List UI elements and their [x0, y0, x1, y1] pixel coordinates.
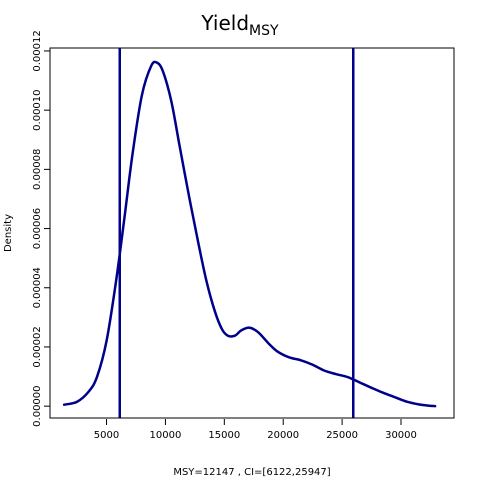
y-tick-label: 0.00004 — [32, 267, 43, 308]
x-tick-label: 30000 — [385, 430, 417, 441]
x-tick-label: 25000 — [326, 430, 358, 441]
chart-title: YieldMSY — [200, 11, 279, 39]
x-tick-label: 20000 — [267, 430, 299, 441]
chart-title-main: Yield — [200, 11, 249, 35]
x-tick-label: 5000 — [94, 430, 119, 441]
y-axis-label: Density — [3, 214, 14, 252]
chart-title-subscript: MSY — [249, 23, 279, 39]
x-axis-label: MSY=12147 , CI=[6122,25947] — [173, 467, 330, 478]
x-tick-label: 10000 — [150, 430, 182, 441]
y-tick-label: 0.00000 — [32, 385, 43, 426]
x-tick-label: 15000 — [208, 430, 240, 441]
y-tick-label: 0.00008 — [32, 149, 43, 190]
y-tick-label: 0.00006 — [32, 208, 43, 249]
y-tick-label: 0.00012 — [32, 30, 43, 71]
y-tick-label: 0.00010 — [32, 89, 43, 130]
plot-frame — [49, 47, 455, 419]
density-curve — [62, 60, 437, 408]
plot-area: 5000 10000 15000 20000 25000 30000 0.00000 0.00… — [32, 30, 437, 441]
y-tick-label: 0.00002 — [32, 326, 43, 367]
